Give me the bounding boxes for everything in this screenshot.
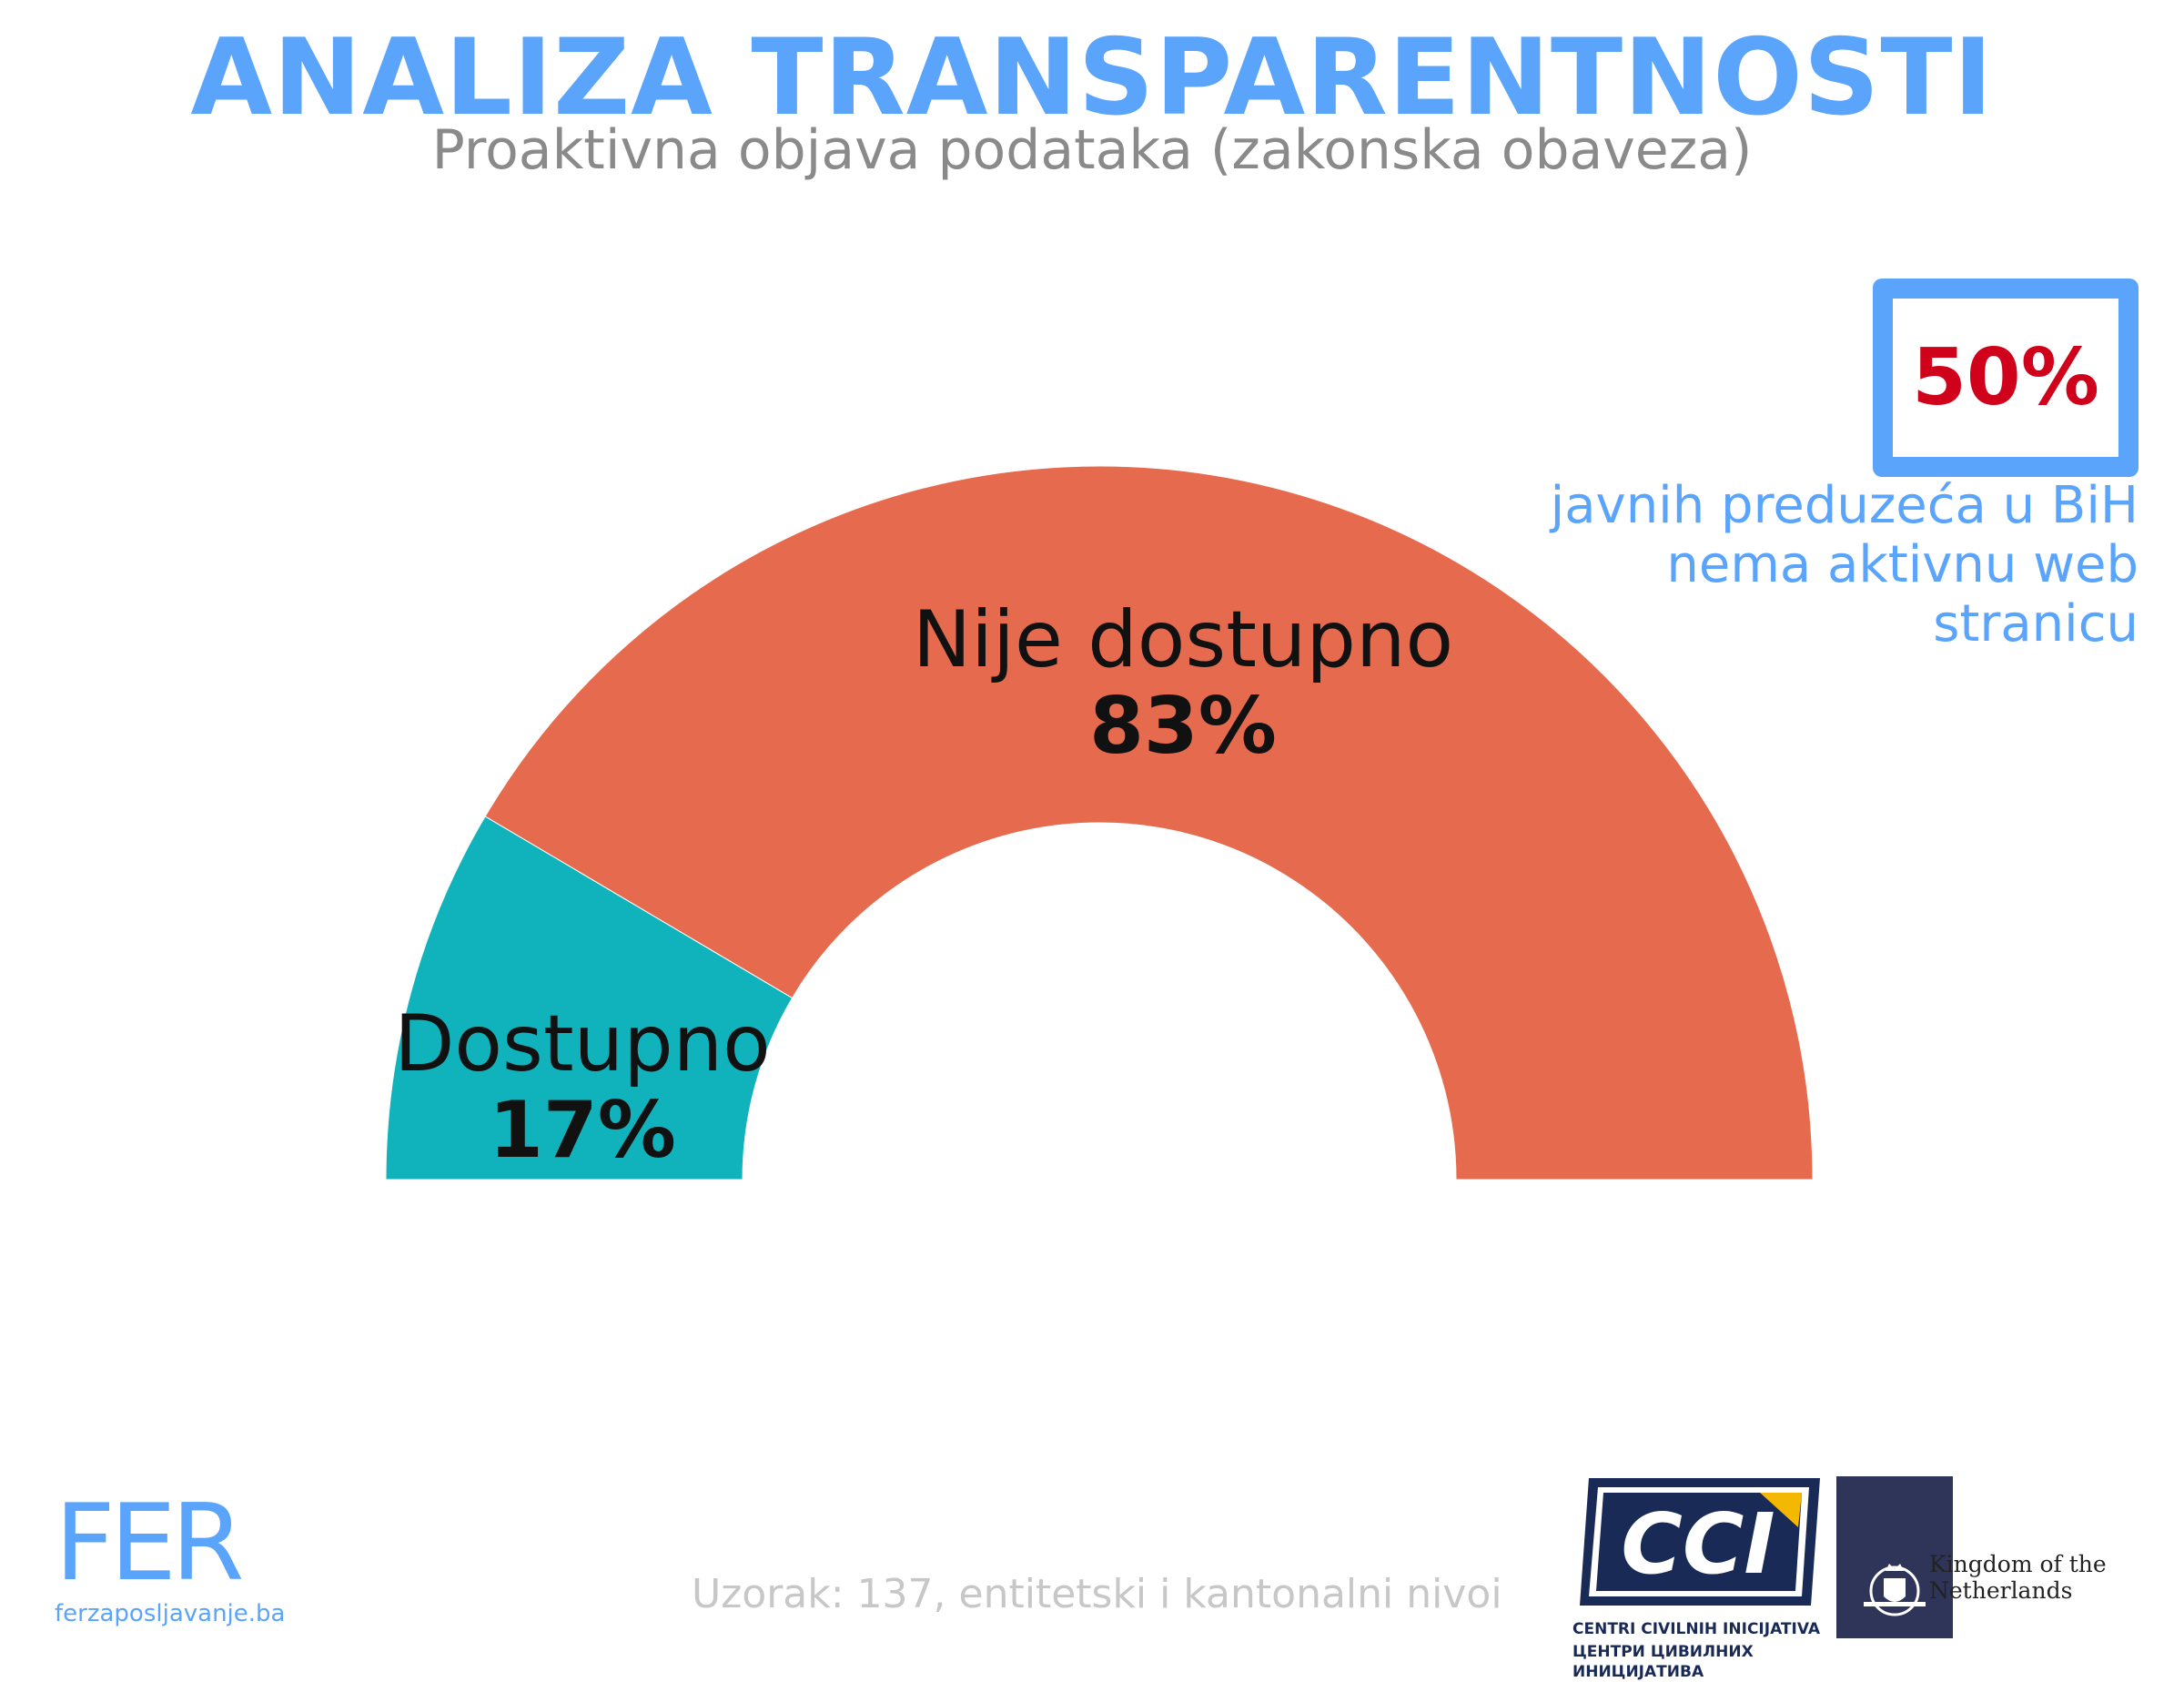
fer-logo-word: FER	[55, 1482, 245, 1605]
cci-logo-mark: CCI	[1580, 1478, 1820, 1606]
cci-logo-line2: ЦЕНТРИ ЦИВИЛНИХ ИНИЦИЈАТИВА	[1572, 1643, 1754, 1681]
callout-value: 50%	[1912, 332, 2099, 423]
slice-label-dostupno: Dostupno 17%	[391, 1001, 774, 1173]
cci-logo-line1: CENTRI CIVILNIH INICIJATIVA	[1572, 1620, 1820, 1638]
slice-value: 17%	[489, 1084, 676, 1176]
cci-logo: CCI CENTRI CIVILNIH INICIJATIVA ЦЕНТРИ Ц…	[1572, 1471, 1827, 1682]
fer-logo: FER ferzaposljavanje.ba	[55, 1482, 286, 1628]
slice-name: Nije dostupno	[912, 594, 1454, 685]
slice-dostupno	[385, 816, 794, 1180]
slice-value: 83%	[1089, 680, 1277, 772]
fer-logo-site: ferzaposljavanje.ba	[55, 1600, 286, 1627]
page-title: ANALIZA TRANSPARENTNOSTI	[190, 16, 1994, 139]
sample-footnote: Uzorak: 137, entitetski i kantonalni niv…	[692, 1571, 1502, 1617]
callout-box: 50%	[1873, 279, 2138, 477]
cci-mark-text: CCI	[1621, 1495, 1774, 1593]
crest-icon	[1864, 1564, 1926, 1616]
slice-name: Dostupno	[394, 998, 771, 1089]
netherlands-logo-text: Kingdom of the Netherlands	[1929, 1551, 2107, 1604]
slice-label-nije-dostupno: Nije dostupno 83%	[864, 597, 1502, 769]
callout-text: javnih preduzeća u BiH nema aktivnu web …	[1550, 476, 2138, 654]
netherlands-crest-icon	[1836, 1476, 1953, 1638]
page-subtitle: Proaktivna objava podataka (zakonska oba…	[431, 118, 1753, 182]
half-donut-chart	[385, 465, 1814, 1180]
slice-nije-dostupno	[484, 465, 1814, 1180]
